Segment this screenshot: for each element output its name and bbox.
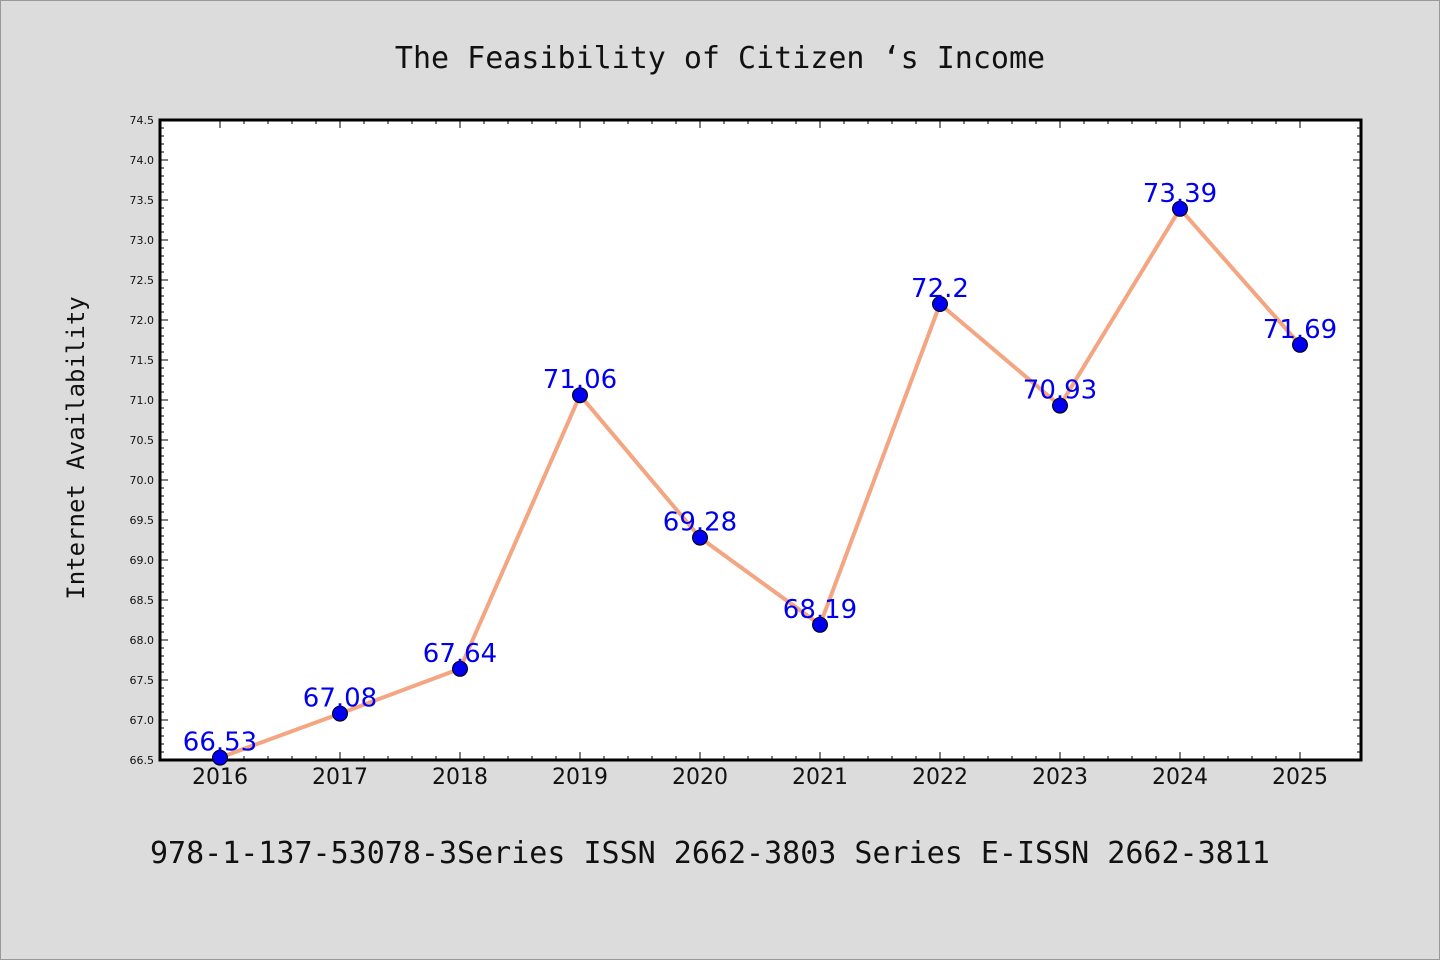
x-tick-label: 2017 [312,765,368,790]
data-label: 68.19 [783,595,857,625]
y-tick-label: 66.5 [130,754,155,767]
data-label: 67.08 [303,684,377,714]
markers-group [212,200,1308,766]
data-label: 71.69 [1263,315,1337,345]
y-tick-label: 74.0 [130,154,155,167]
plot-area [158,118,1363,762]
y-tick-label: 72.0 [130,314,155,327]
y-tick-label: 71.5 [130,354,155,367]
y-tick-label: 68.5 [130,594,155,607]
y-tick-label: 71.0 [130,394,155,407]
data-point-marker [212,749,228,766]
x-tick-label: 2024 [1152,765,1208,790]
chart-title: The Feasibility of Citizen ‘s Income [395,41,1045,76]
footer-isbn-text: 978-1-137-53078-3Series ISSN 2662-3803 S… [150,836,1270,871]
series-line [218,206,1302,760]
data-point-marker [1292,336,1308,353]
data-label: 69.28 [663,508,737,538]
data-labels-group: 66.53 67.08 67.64 71.06 69.28 68.19 72.2 70.93 7… [183,179,1337,758]
x-tick-label: 2021 [792,765,848,790]
data-point-marker [452,660,468,677]
y-tick-label: 70.5 [130,434,155,447]
data-label: 72.2 [911,274,969,304]
data-point-marker [572,387,588,404]
y-tick-label: 74.5 [130,114,155,127]
y-tick-label: 73.0 [130,234,155,247]
y-tick-label: 67.5 [130,674,155,687]
x-tick-label: 2025 [1272,765,1328,790]
data-point-marker [1172,200,1188,217]
data-point-marker [1052,397,1068,414]
data-point-marker [812,616,828,633]
data-label: 73.39 [1143,179,1217,209]
data-label: 71.06 [543,365,617,395]
data-point-marker [692,529,708,546]
y-tick-label: 67.0 [130,714,155,727]
y-axis: 66.5 67.0 67.5 68.0 68.5 69.0 69.5 70.0 70.5 71.0… [130,114,1361,767]
series-line-group [218,206,1302,760]
y-tick-label: 69.0 [130,554,155,567]
x-tick-label: 2016 [192,765,248,790]
data-label: 66.53 [183,728,257,758]
y-axis-label: Internet Availability [62,296,90,599]
x-tick-label: 2020 [672,765,728,790]
x-tick-label: 2023 [1032,765,1088,790]
data-label: 70.93 [1023,376,1097,406]
y-tick-label: 68.0 [130,634,155,647]
data-label: 67.64 [423,639,497,669]
data-point-marker [932,296,948,312]
y-tick-label: 70.0 [130,474,155,487]
x-tick-label: 2018 [432,765,488,790]
y-tick-label: 69.5 [130,514,155,527]
y-tick-label: 72.5 [130,274,155,287]
x-axis: 2016 2017 2018 2019 2020 2021 2022 2023 2024 2025 [192,120,1328,790]
data-point-marker [332,705,348,722]
y-tick-label: 73.5 [130,194,155,207]
x-tick-label: 2019 [552,765,608,790]
x-tick-label: 2022 [912,765,968,790]
